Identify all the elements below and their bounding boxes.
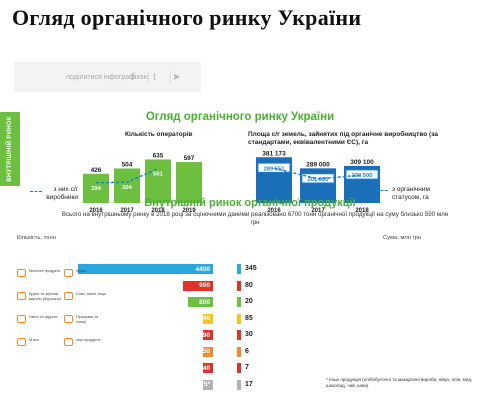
footnote: * Інша продукція (хлібобулочні та макаро… — [326, 377, 473, 388]
product-label: Крупи та зернові вироби (борошно) — [29, 292, 62, 301]
side-tab-domestic-market[interactable]: ВНУТРІШНІЙ РИНОК — [0, 112, 20, 186]
bar-value-label: 309 100 — [350, 159, 374, 166]
domestic-market-intro: Всього на внутрішньому ринку в 2018 році… — [61, 211, 449, 226]
bar-2017 — [114, 168, 140, 203]
product-label: Овочі та фрукти — [29, 315, 58, 319]
share-label: поділитися інфографікою — [66, 73, 149, 81]
land-chart: 381 173 2016 289 551 289 000 2017 201 000 309 … — [256, 150, 380, 214]
inner-value-box — [345, 169, 379, 180]
bar-value-label: 504 — [122, 161, 133, 168]
sum-marker — [237, 313, 241, 324]
sum-marker — [237, 264, 241, 274]
operators-chart: 426 2016 294 504 2017 304 635 2018 501 597 2019 — [83, 152, 202, 214]
sum-marker — [237, 297, 241, 307]
x-tick-label: 2018 — [151, 208, 165, 214]
inner-series-line — [95, 168, 159, 184]
bar-2018 — [145, 159, 171, 203]
flour-icon — [17, 292, 26, 300]
share-infographic-button[interactable]: поділитися інфографікою — [14, 62, 201, 92]
spice-icon — [64, 315, 73, 323]
x-tick-label: 2016 — [267, 208, 281, 214]
sum-value-label: 85 — [245, 314, 253, 322]
fruit-icon — [17, 315, 26, 323]
sum-value-label: 20 — [245, 298, 253, 305]
quantity-axis-label: Кількість, тонн — [17, 235, 56, 241]
sum-marker — [237, 330, 241, 340]
meat-icon — [17, 338, 26, 346]
x-tick-label: 2019 — [182, 208, 196, 214]
quantity-bar: 40 — [203, 363, 213, 373]
product-label: Соки, напої тощо — [76, 292, 107, 296]
product-label: Молочні продукти — [29, 269, 61, 273]
product-label: Крупи — [76, 269, 87, 273]
sum-value-label: 80 — [245, 281, 253, 289]
operators-legend-marker — [30, 191, 42, 192]
sum-marker — [237, 346, 241, 357]
sum-value-label: 30 — [245, 331, 253, 338]
inner-value-label: 294 — [91, 186, 101, 192]
juice-icon — [64, 292, 73, 300]
bar-value-label: 426 — [91, 167, 102, 174]
x-tick-label: 2016 — [89, 208, 103, 214]
milk-icon — [17, 269, 26, 277]
telegram-icon[interactable]: ➤ — [170, 71, 182, 83]
sum-marker — [237, 363, 241, 373]
land-chart-title: Площа с/г земель, зайнятих під органічне… — [248, 131, 438, 146]
quantity-bar: 4400 — [78, 264, 213, 274]
inner-value-label: 201 000 — [308, 177, 329, 183]
bar-value-label: 381 173 — [262, 150, 286, 157]
page-title: Огляд органічного ринку України — [12, 5, 362, 30]
sum-value-label: 345 — [245, 265, 257, 272]
quantity-bar: 90 — [203, 330, 213, 340]
quantity-bar: 75* — [200, 379, 213, 390]
other-icon — [64, 338, 73, 346]
quantity-bar: 240 — [199, 313, 213, 324]
land-legend: з органічним статусом, га — [392, 186, 430, 201]
land-legend-marker — [376, 190, 388, 191]
x-tick-label: 2018 — [355, 208, 369, 214]
inner-value-label: 233 500 — [352, 173, 373, 179]
bar-value-label: 635 — [153, 152, 164, 159]
bar-2019 — [176, 162, 202, 203]
operators-chart-title: Кількість операторів — [125, 131, 193, 138]
quantity-bar: 990 — [182, 280, 213, 291]
inner-series-line — [273, 167, 363, 180]
x-tick-label: 2017 — [120, 208, 134, 214]
inner-value-label: 289 551 — [264, 166, 286, 172]
quantity-bar: 50 — [203, 346, 213, 357]
x-tick-label: 2017 — [311, 208, 325, 214]
domestic-market-title: Внутрішній ринок органічної продукції — [144, 197, 356, 209]
facebook-icon[interactable]: f — [131, 71, 135, 83]
sum-value-label: 7 — [245, 364, 249, 371]
grain-icon — [64, 269, 73, 277]
product-label: Інші продукти — [76, 338, 100, 342]
bar-value-label: 597 — [184, 155, 195, 162]
product-label: М'ясо — [29, 338, 39, 342]
overview-title: Огляд органічного ринку України — [145, 111, 335, 123]
inner-value-label: 304 — [122, 185, 132, 191]
sum-marker — [237, 280, 241, 291]
product-label: Приправи та спеції — [76, 315, 99, 324]
quantity-bar: 800 — [188, 297, 213, 307]
sum-marker — [237, 379, 241, 390]
side-tab-label: ВНУТРІШНІЙ РИНОК — [7, 116, 13, 182]
bar-value-label: 289 000 — [306, 161, 330, 168]
inner-value-label: 501 — [153, 172, 163, 178]
operators-legend: з них с/г виробники — [46, 186, 78, 201]
twitter-icon[interactable]: t — [148, 71, 160, 83]
sum-axis-label: Сума, млн грн — [383, 235, 422, 241]
bar-2016 — [83, 173, 109, 203]
inner-value-box — [257, 162, 291, 173]
sum-value-label: 17 — [245, 380, 253, 388]
sum-value-label: 6 — [245, 347, 249, 355]
